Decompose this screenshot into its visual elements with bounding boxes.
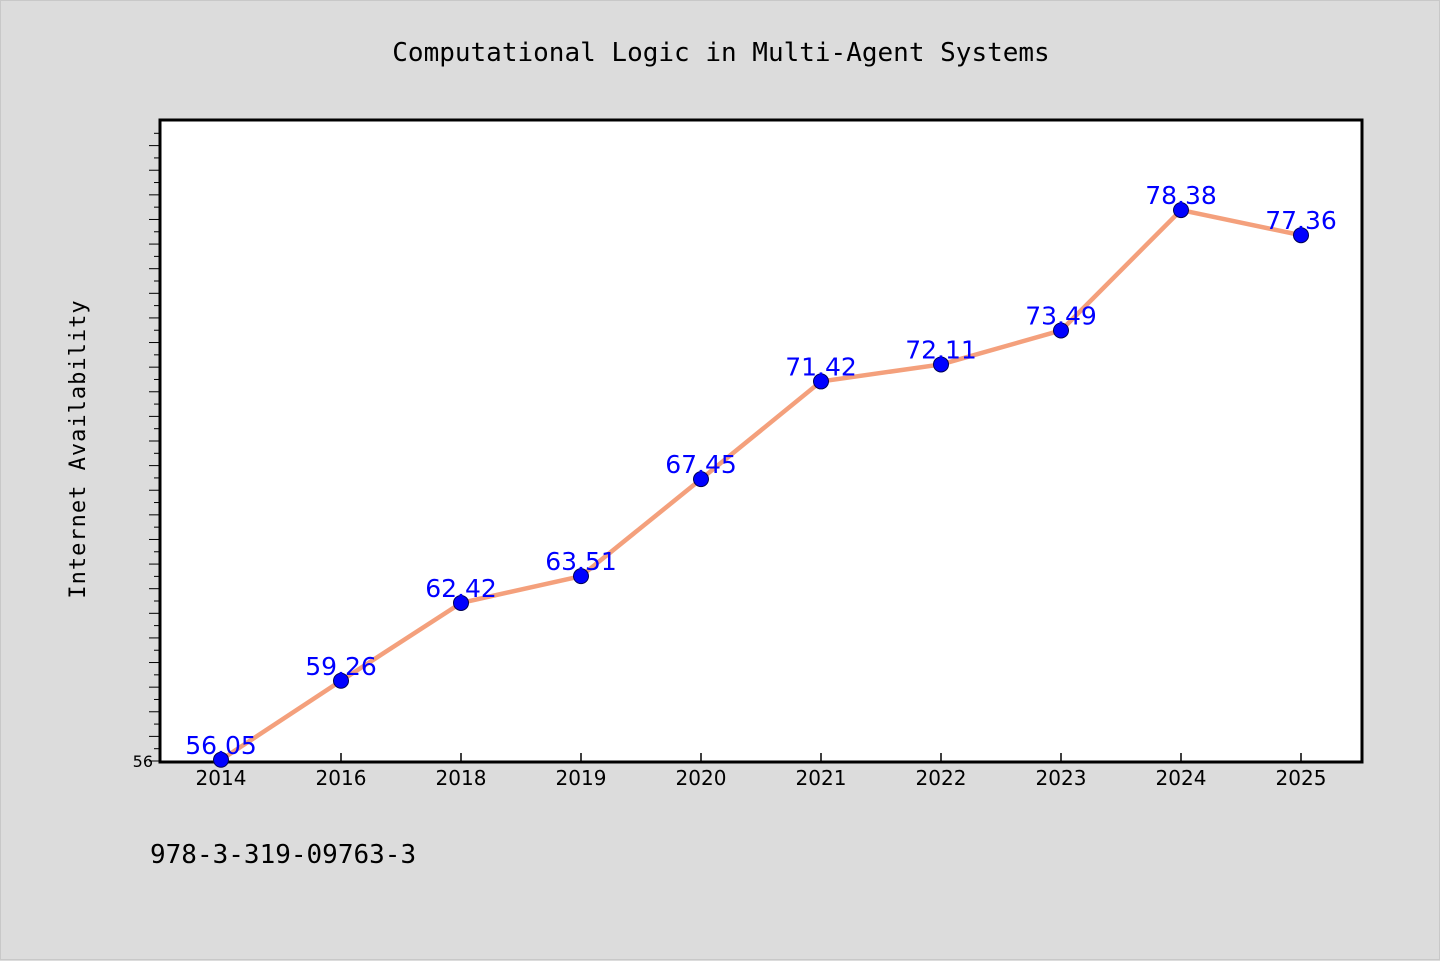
- y-axis-ticks: 56: [133, 132, 161, 771]
- footnote-isbn: 978-3-319-09763-3: [150, 840, 416, 870]
- data-label: 71.42: [785, 352, 857, 381]
- data-label: 73.49: [1025, 301, 1097, 330]
- data-label: 59.26: [305, 652, 377, 681]
- x-tick-label: 2018: [436, 766, 487, 790]
- x-tick-label: 2016: [316, 766, 367, 790]
- x-tick-label: 2019: [556, 766, 607, 790]
- x-axis-ticks: 2014 2016 2018 2019 2020 2021 2022 2023 2024 2025: [196, 753, 1327, 790]
- data-point: [813, 373, 829, 390]
- series-layer: [213, 202, 1309, 768]
- x-tick-label: 2022: [916, 766, 967, 790]
- data-label: 62.42: [425, 574, 497, 603]
- x-tick-label: 2021: [796, 766, 847, 790]
- data-point: [1293, 227, 1309, 244]
- data-point: [1173, 202, 1189, 219]
- chart-title: Computational Logic in Multi-Agent Syste…: [392, 38, 1049, 68]
- x-tick-label: 2023: [1036, 766, 1087, 790]
- data-point: [453, 594, 469, 611]
- data-point: [213, 751, 229, 768]
- data-label-layer: 56.05 59.26 62.42 63.51 67.45 71.42 72.11 73.49…: [185, 181, 1337, 760]
- y-tick-label: 56: [133, 752, 153, 771]
- data-point: [933, 356, 949, 373]
- data-label: 78.38: [1145, 181, 1217, 210]
- series-line: [218, 207, 1304, 763]
- data-point: [1053, 322, 1069, 339]
- x-tick-label: 2014: [196, 766, 247, 790]
- data-label: 63.51: [545, 547, 617, 576]
- data-label: 67.45: [665, 450, 737, 479]
- x-tick-label: 2025: [1276, 766, 1327, 790]
- y-axis-label: Internet Availability: [66, 299, 91, 598]
- data-point: [573, 568, 589, 585]
- data-point: [333, 672, 349, 689]
- data-label: 56.05: [185, 731, 257, 760]
- data-point: [693, 471, 709, 488]
- data-label: 72.11: [905, 335, 977, 364]
- x-tick-label: 2020: [676, 766, 727, 790]
- x-tick-label: 2024: [1156, 766, 1207, 790]
- data-label: 77.36: [1265, 206, 1337, 235]
